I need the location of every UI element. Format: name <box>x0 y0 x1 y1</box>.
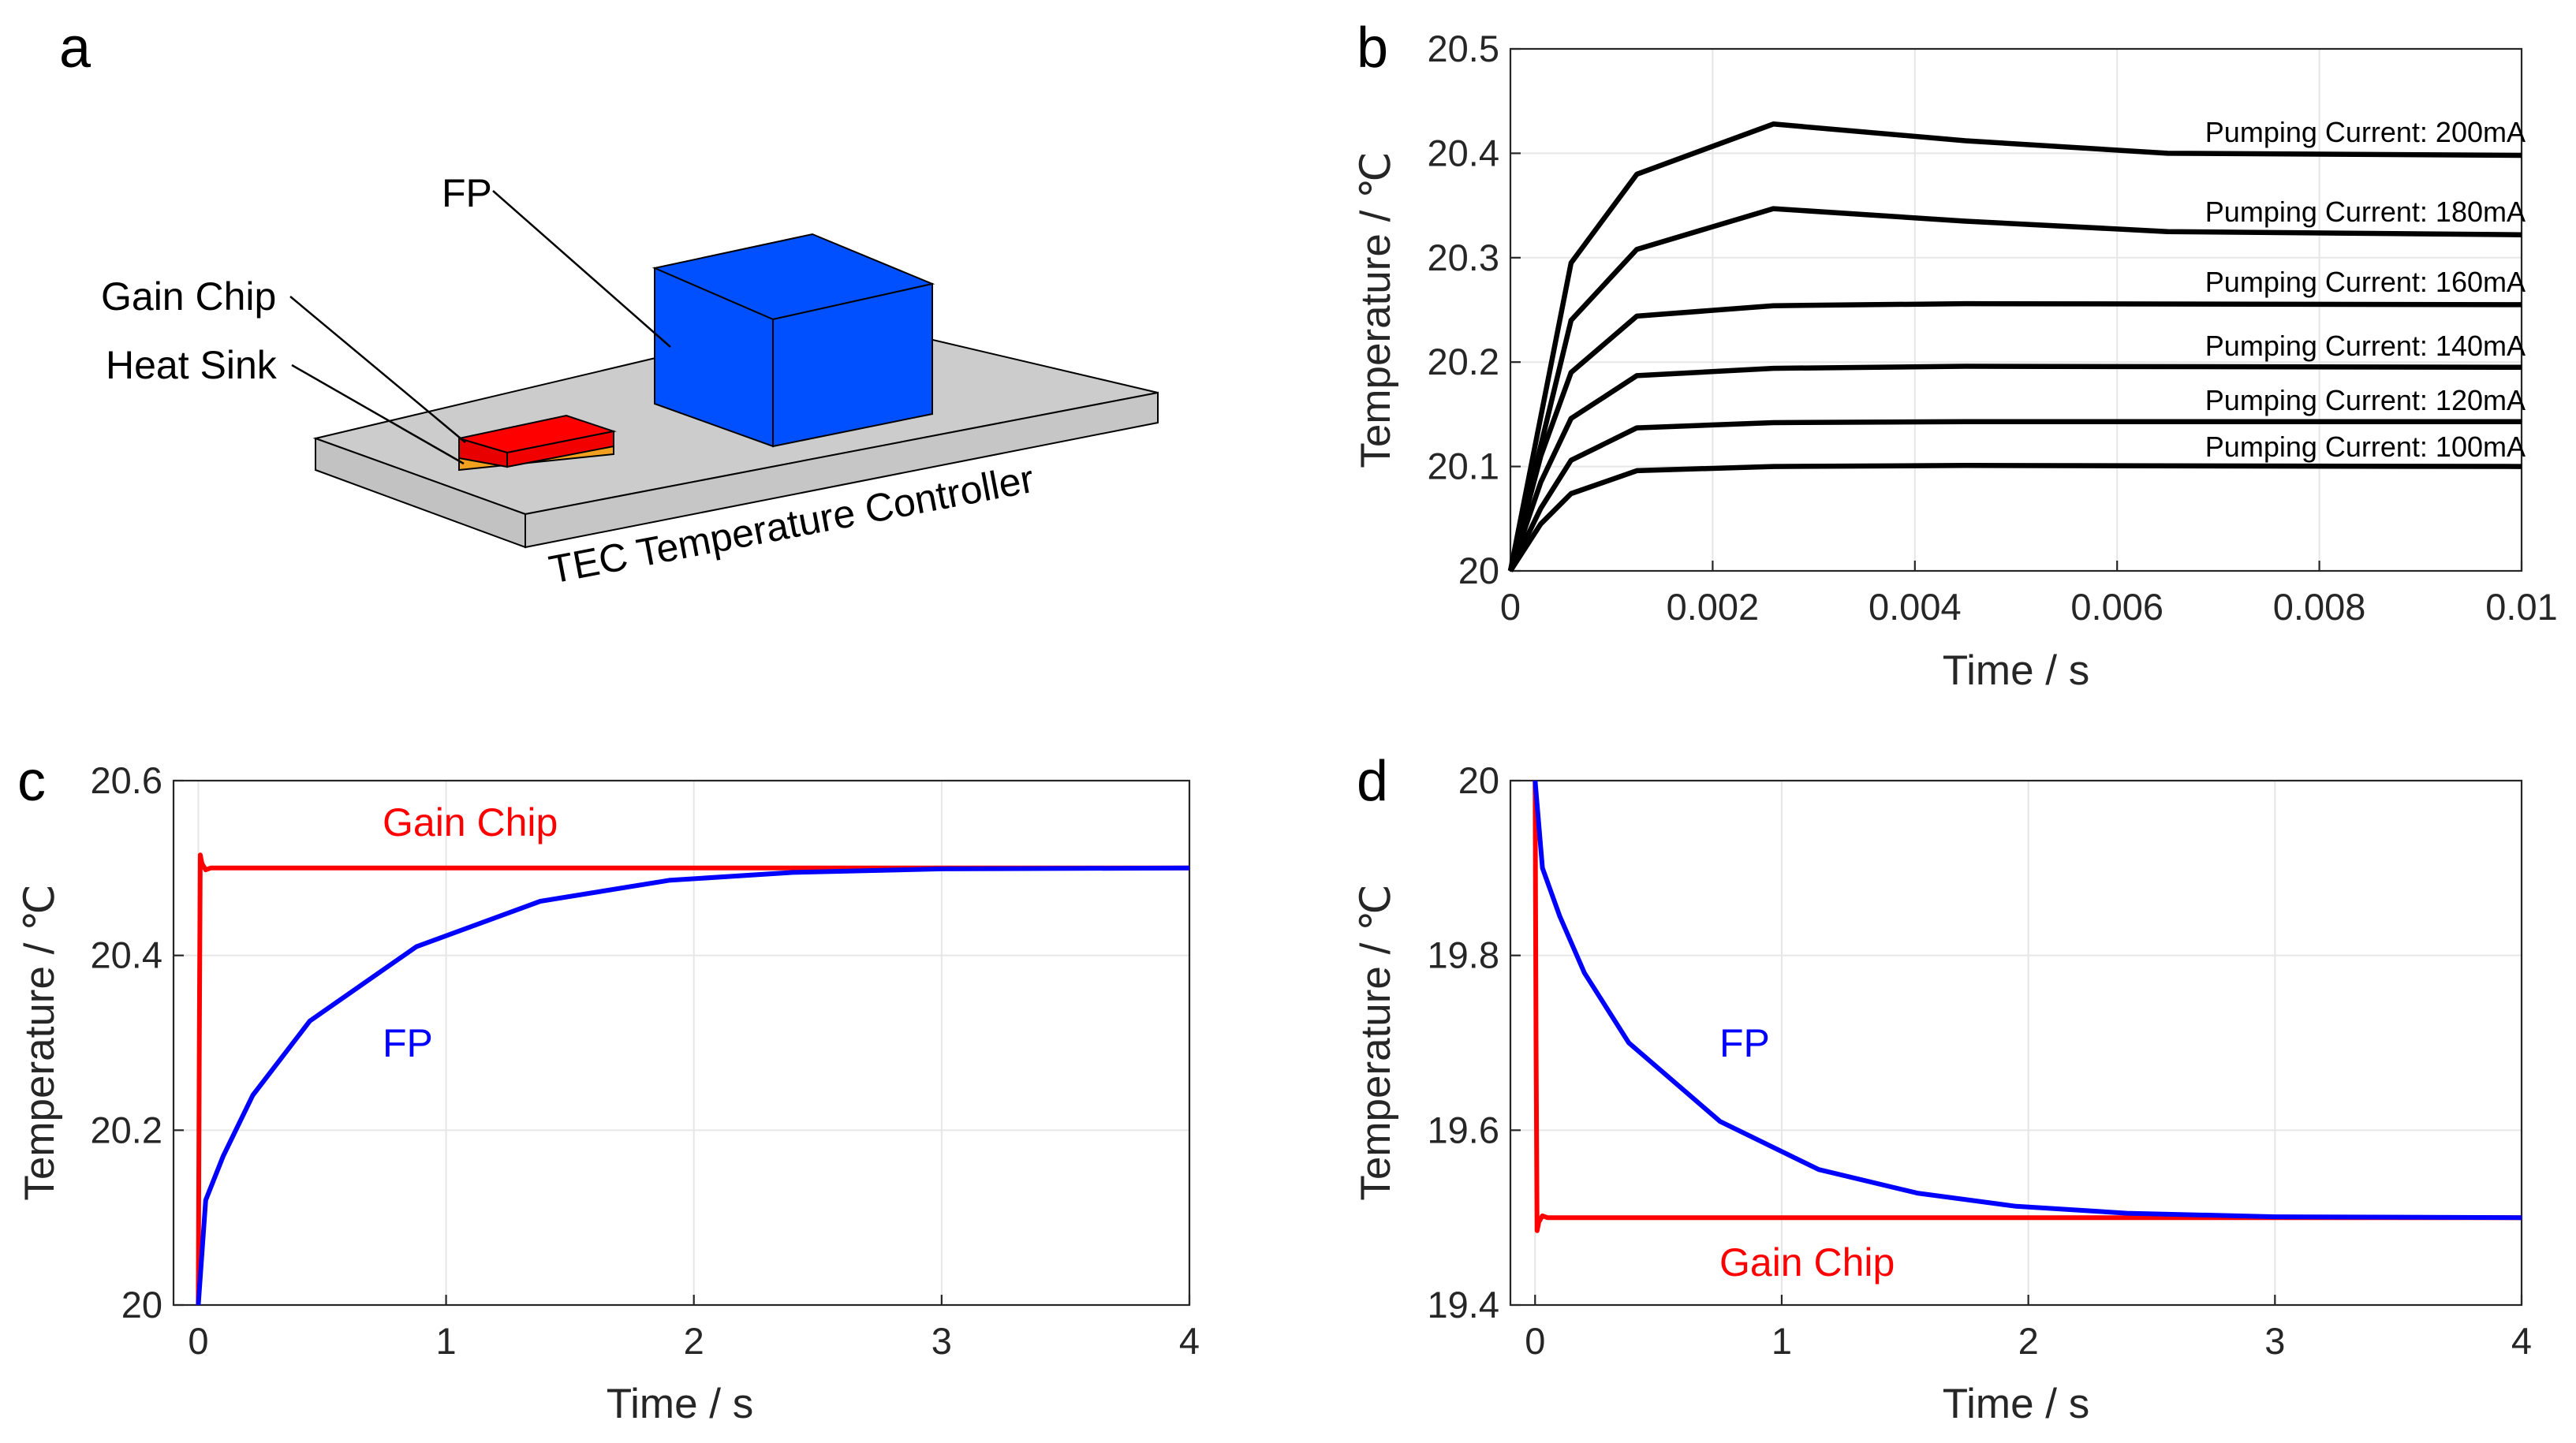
heat-sink-leader-line <box>291 364 465 465</box>
chart-b-y-tick-label: 20.1 <box>1428 446 1499 487</box>
chart-b-series-line-pumping-current-200ma <box>1507 121 2522 572</box>
chart-b-y-axis-label: Temperature / ℃ <box>1353 151 1399 468</box>
gain-chip-side <box>506 430 614 468</box>
chart-d-annotation-fp: FP <box>1719 1021 1770 1065</box>
chart-b-series-label-100: Pumping Current: 100mA <box>2205 431 2526 463</box>
chart-c-x-tick-label: 0 <box>188 1320 208 1362</box>
chart-d-axes-frame <box>1509 779 2523 1307</box>
fp-cube-side <box>772 282 933 448</box>
chart-b-x-tick-label: 0.01 <box>2485 586 2557 628</box>
chart-d-x-tick-label: 1 <box>1771 1320 1792 1362</box>
chart-b-series-line-pumping-current-160ma <box>1507 300 2522 572</box>
chart-d-annotations: FP Gain Chip <box>1719 1021 1895 1285</box>
chart-d-x-tick-label: 0 <box>1525 1320 1545 1362</box>
chart-b-axes-frame <box>1509 47 2523 572</box>
chart-d-ticks: 0 1 2 3 4 19.4 19.6 19.8 20 <box>1428 759 2533 1362</box>
chart-d-series <box>1533 780 2522 1233</box>
chart-b-series-line-pumping-current-100ma <box>1508 463 2522 572</box>
chart-b-y-tick-label: 20.4 <box>1428 132 1499 173</box>
chart-c-ticks: 0 1 2 3 4 20 20.2 20.4 20.6 <box>91 759 1200 1362</box>
chart-c-grid <box>174 780 1190 1306</box>
chart-c-series-line-fp <box>196 865 1190 1306</box>
chart-c-annotations: Gain Chip FP <box>383 800 558 1065</box>
chart-c-x-tick-label: 3 <box>931 1320 952 1362</box>
chart-d-annotation-gain-chip: Gain Chip <box>1719 1240 1895 1285</box>
chart-d-x-tick-label: 2 <box>2018 1320 2039 1362</box>
chart-c-axes-frame <box>172 779 1191 1307</box>
fp-label: FP <box>442 171 492 215</box>
panel-letter-d: d <box>1357 750 1388 813</box>
chart-c-x-tick-label: 4 <box>1179 1320 1200 1362</box>
chart-b-x-axis-label: Time / s <box>1943 647 2089 694</box>
chart-d-grid <box>1510 780 2522 1306</box>
chart-b-series-label-160: Pumping Current: 160mA <box>2205 266 2526 298</box>
chart-d-y-tick-label: 19.6 <box>1428 1109 1499 1150</box>
chart-d-y-tick-label: 20 <box>1458 759 1499 801</box>
chart-b-ticks: 0 0.002 0.004 0.006 0.008 0.01 20 20.1 20.2 20.3 2… <box>1428 28 2558 628</box>
chart-d-x-tick-label: 3 <box>2264 1320 2285 1362</box>
chart-b-y-tick-label: 20.2 <box>1428 341 1499 382</box>
chart-b-series-line-pumping-current-140ma <box>1507 364 2522 572</box>
chart-b-x-tick-label: 0.004 <box>1869 586 1962 628</box>
heat-sink-label: Heat Sink <box>106 343 278 387</box>
chart-d-y-tick-label: 19.4 <box>1428 1284 1499 1326</box>
gain-chip-label: Gain Chip <box>101 274 276 319</box>
chart-d-y-axis-label: Temperature / ℃ <box>1353 884 1399 1200</box>
panel-letter-c: c <box>17 750 46 813</box>
chart-c-y-tick-label: 20.6 <box>91 759 162 801</box>
chart-b-series-label-200: Pumping Current: 200mA <box>2205 116 2526 148</box>
chart-b-series <box>1507 121 2522 572</box>
gain-chip-block <box>458 414 617 472</box>
fp-cube <box>651 233 935 448</box>
chart-c-y-tick-label: 20.4 <box>91 934 162 976</box>
chart-d-x-axis-label: Time / s <box>1943 1381 2089 1427</box>
chart-b-series-label-140: Pumping Current: 140mA <box>2205 330 2526 362</box>
chart-b-y-tick-label: 20.3 <box>1428 237 1499 278</box>
chart-c-series <box>196 852 1190 1306</box>
chart-c: 0 1 2 3 4 20 20.2 20.4 20.6 Gain Chip FP Time / … <box>17 759 1200 1427</box>
chart-b-y-tick-label: 20 <box>1458 550 1499 591</box>
chart-b-x-tick-label: 0 <box>1500 586 1521 628</box>
tec-plate-side <box>525 391 1159 549</box>
chart-b-annotations: Pumping Current: 200mA Pumping Current: … <box>2205 116 2526 463</box>
chart-c-y-tick-label: 20.2 <box>91 1109 162 1150</box>
panel-letter-b: b <box>1357 17 1388 80</box>
chart-b-series-line-pumping-current-180ma <box>1507 206 2522 572</box>
chart-d: 0 1 2 3 4 19.4 19.6 19.8 20 FP Gain Chip Time / … <box>1353 759 2532 1427</box>
chart-c-x-tick-label: 2 <box>684 1320 704 1362</box>
panel-letter-a: a <box>59 17 91 80</box>
chart-b-series-label-180: Pumping Current: 180mA <box>2205 196 2526 228</box>
chart-c-y-tick-label: 20 <box>121 1284 162 1326</box>
chart-c-series-line-gain-chip <box>196 852 1189 1306</box>
gain-chip-leader-line <box>289 296 466 443</box>
chart-c-y-axis-label: Temperature / ℃ <box>17 884 63 1200</box>
panel-a: a FP Gain Chip Heat Sink TEC Temperature… <box>59 17 1159 592</box>
chart-d-series-line-fp <box>1533 780 2522 1221</box>
chart-c-x-axis-label: Time / s <box>607 1381 753 1427</box>
chart-c-x-tick-label: 1 <box>435 1320 456 1362</box>
chart-d-series-line-gain-chip <box>1533 780 2522 1233</box>
chart-b-x-tick-label: 0.002 <box>1667 586 1760 628</box>
fp-leader-line <box>492 190 671 348</box>
chart-d-x-tick-label: 4 <box>2511 1320 2532 1362</box>
chart-b: 0 0.002 0.004 0.006 0.008 0.01 20 20.1 20.2 20.3 2… <box>1353 28 2558 694</box>
chart-b-x-tick-label: 0.008 <box>2273 586 2366 628</box>
chart-b-series-label-120: Pumping Current: 120mA <box>2205 384 2526 416</box>
chart-d-y-tick-label: 19.8 <box>1428 934 1499 976</box>
chart-b-series-line-pumping-current-120ma <box>1508 419 2522 572</box>
chart-b-x-tick-label: 0.006 <box>2070 586 2163 628</box>
chart-c-annotation-gain-chip: Gain Chip <box>383 800 558 845</box>
chart-c-annotation-fp: FP <box>383 1021 433 1065</box>
chart-b-y-tick-label: 20.5 <box>1428 28 1499 69</box>
